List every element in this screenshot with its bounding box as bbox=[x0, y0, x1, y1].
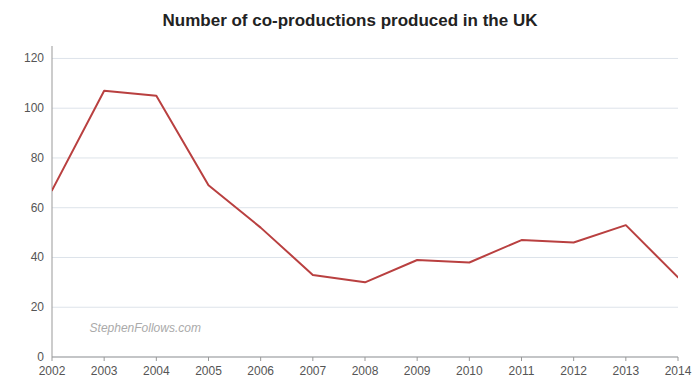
x-tick-label: 2009 bbox=[404, 364, 431, 378]
y-axis-line bbox=[52, 46, 53, 357]
x-tick bbox=[52, 357, 53, 361]
x-tick-label: 2003 bbox=[91, 364, 118, 378]
grid-line bbox=[52, 108, 678, 109]
x-tick bbox=[625, 357, 626, 361]
y-tick-label: 0 bbox=[37, 350, 44, 364]
chart: Number of co-productions produced in the… bbox=[0, 0, 700, 391]
grid-line bbox=[52, 257, 678, 258]
x-tick bbox=[312, 357, 313, 361]
y-tick-label: 20 bbox=[31, 300, 45, 314]
annotation: StephenFollows.com bbox=[90, 321, 201, 335]
x-tick-label: 2004 bbox=[143, 364, 170, 378]
grid bbox=[52, 58, 678, 357]
x-tick-label: 2005 bbox=[195, 364, 222, 378]
x-tick-label: 2008 bbox=[352, 364, 379, 378]
x-tick bbox=[208, 357, 209, 361]
x-tick-label: 2014 bbox=[665, 364, 692, 378]
x-tick-label: 2006 bbox=[247, 364, 274, 378]
x-tick bbox=[678, 357, 679, 361]
y-tick-label: 40 bbox=[31, 250, 45, 264]
x-tick bbox=[365, 357, 366, 361]
x-tick-label: 2002 bbox=[39, 364, 66, 378]
x-tick bbox=[260, 357, 261, 361]
x-tick bbox=[417, 357, 418, 361]
data-line bbox=[52, 91, 678, 283]
y-tick-label: 80 bbox=[31, 151, 45, 165]
x-tick bbox=[104, 357, 105, 361]
x-tick bbox=[573, 357, 574, 361]
y-axis: 0 20 40 60 80 100 120 bbox=[24, 46, 52, 364]
x-tick-label: 2011 bbox=[509, 364, 535, 378]
x-tick-label: 2012 bbox=[560, 364, 587, 378]
x-tick bbox=[521, 357, 522, 361]
x-tick-label: 2013 bbox=[612, 364, 639, 378]
grid-line bbox=[52, 207, 678, 208]
x-tick bbox=[156, 357, 157, 361]
x-tick-label: 2010 bbox=[456, 364, 483, 378]
y-tick-label: 120 bbox=[24, 51, 44, 65]
x-tick-label: 2007 bbox=[299, 364, 326, 378]
y-tick-label: 100 bbox=[24, 101, 44, 115]
data bbox=[52, 91, 678, 283]
grid-line bbox=[52, 157, 678, 158]
title: Number of co-productions produced in the… bbox=[163, 11, 539, 30]
x-axis: 2002 2003 2004 2005 2006 2007 2008 2009 2010 2011… bbox=[39, 357, 692, 378]
x-tick bbox=[469, 357, 470, 361]
y-tick-label: 60 bbox=[31, 201, 45, 215]
grid-line bbox=[52, 58, 678, 59]
grid-line bbox=[52, 307, 678, 308]
